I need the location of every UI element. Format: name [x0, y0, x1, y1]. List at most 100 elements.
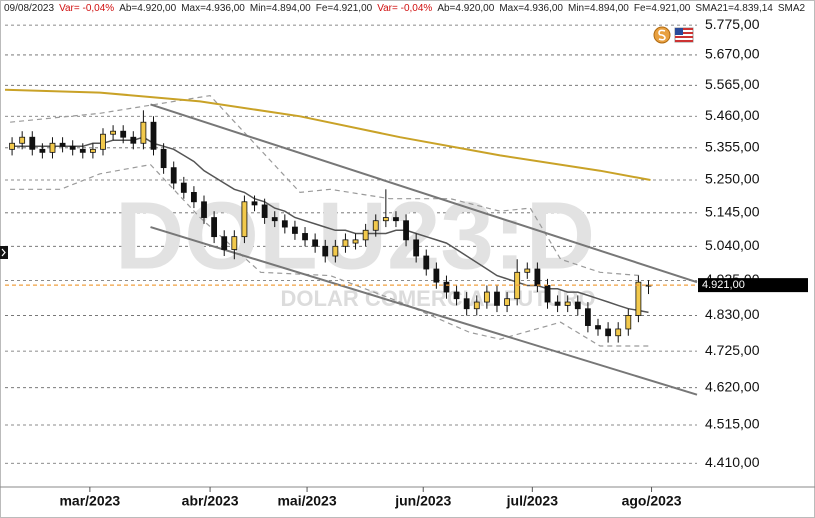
candle-body [79, 148, 86, 153]
header-sma: SMA2 [777, 3, 806, 14]
header-sma: SMA21=4.839,14 [695, 3, 773, 14]
candle-body [584, 308, 591, 326]
candle-body [89, 148, 96, 153]
candle-body [241, 201, 248, 238]
candle-body [574, 301, 581, 310]
header-open: Ab=4.920,00 [119, 3, 177, 14]
header-var: Var= -0,04% [377, 3, 433, 14]
candle-body [201, 201, 207, 218]
candle-body [403, 220, 409, 241]
last-price-label: 4.921,00 [702, 279, 745, 291]
y-tick-label: 5.565,00 [705, 76, 760, 92]
x-tick-label: jun/2023 [394, 493, 451, 509]
x-tick-label: jul/2023 [506, 493, 559, 509]
candle-body [150, 121, 157, 150]
candle-body [29, 136, 36, 150]
y-tick-label: 4.410,00 [705, 454, 760, 470]
side-marker-glyph [1, 248, 6, 257]
x-tick-label: ago/2023 [622, 493, 682, 509]
header-max: Max=4.936,00 [181, 3, 245, 14]
y-tick-label: 4.515,00 [705, 416, 760, 432]
x-tick-label: abr/2023 [182, 493, 239, 509]
currency-icon-glyph [658, 29, 666, 41]
candle-body [160, 148, 167, 169]
candle-body [39, 148, 46, 153]
candle-body [100, 133, 106, 150]
sma21-line [12, 136, 649, 314]
candle-body [534, 268, 541, 286]
candle-body [504, 298, 510, 306]
candle-body [261, 204, 268, 218]
header-close: Fe=4.921,00 [633, 3, 691, 14]
candle-body [180, 182, 187, 193]
candle-body [564, 301, 571, 306]
sma200-line [4, 88, 651, 181]
bollinger-band [10, 94, 641, 277]
candle-body [605, 328, 612, 337]
channel-line [150, 103, 698, 284]
candle-body [554, 301, 561, 306]
y-tick-label: 4.830,00 [705, 306, 760, 322]
x-tick-label: mar/2023 [59, 493, 120, 509]
header-close: Fe=4.921,00 [315, 3, 373, 14]
candle-body [433, 268, 440, 283]
candle-body [453, 291, 460, 300]
watermark-subtitle: DOLAR COMERCIAL FUTURO [281, 286, 596, 311]
watermark: DOLU23:D [115, 182, 595, 289]
y-tick-label: 5.460,00 [705, 107, 760, 123]
candle-body [544, 285, 551, 303]
candle-body [413, 239, 420, 257]
channel-line [150, 226, 698, 396]
header-min: Min=4.894,00 [249, 3, 311, 14]
last-price-box [698, 278, 808, 293]
candle-body [120, 130, 127, 138]
candle-body [635, 281, 642, 316]
candle-body [332, 245, 339, 257]
candle-body [130, 136, 137, 144]
candle-body [473, 301, 480, 310]
candle-body [292, 226, 298, 234]
candle-body [170, 167, 177, 184]
candle-body [221, 236, 228, 250]
candle-body [59, 142, 66, 147]
candle-body [9, 142, 15, 150]
candle-body [312, 239, 319, 247]
candle-body [211, 217, 218, 238]
header-open: Ab=4.920,00 [437, 3, 495, 14]
candle-body [271, 217, 278, 222]
side-marker[interactable] [0, 246, 8, 259]
candle-body [372, 220, 379, 231]
candle-body [302, 233, 308, 241]
candle-body [625, 315, 632, 330]
header-date: 09/08/2023 [4, 3, 55, 14]
candle-body [19, 136, 26, 144]
candle-body [281, 220, 288, 228]
candle-body [483, 291, 490, 303]
y-tick-label: 4.725,00 [705, 342, 760, 358]
y-tick-label: 5.775,00 [705, 16, 760, 32]
candle-body [140, 121, 147, 144]
candle-body [231, 236, 238, 250]
candle-body [463, 298, 470, 310]
candle-body [423, 255, 430, 270]
candle-body [352, 239, 359, 244]
candle-body [393, 217, 399, 222]
candle-body [251, 201, 258, 206]
candle-body [322, 245, 329, 257]
candle-body [69, 145, 76, 150]
header: 09/08/2023 Var= -0,04% Ab=4.920,00 Max=4.93… [4, 3, 810, 14]
candle-body [362, 229, 369, 241]
candle-body [342, 239, 349, 247]
candle-body [524, 268, 531, 273]
header-min: Min=4.894,00 [567, 3, 629, 14]
candle-body [443, 281, 450, 293]
header-max: Max=4.936,00 [499, 3, 563, 14]
candle-body [494, 291, 500, 306]
flag-icon[interactable] [674, 27, 694, 43]
candle-body [595, 325, 601, 330]
candle-body [191, 192, 197, 203]
x-tick-label: mai/2023 [277, 493, 336, 509]
